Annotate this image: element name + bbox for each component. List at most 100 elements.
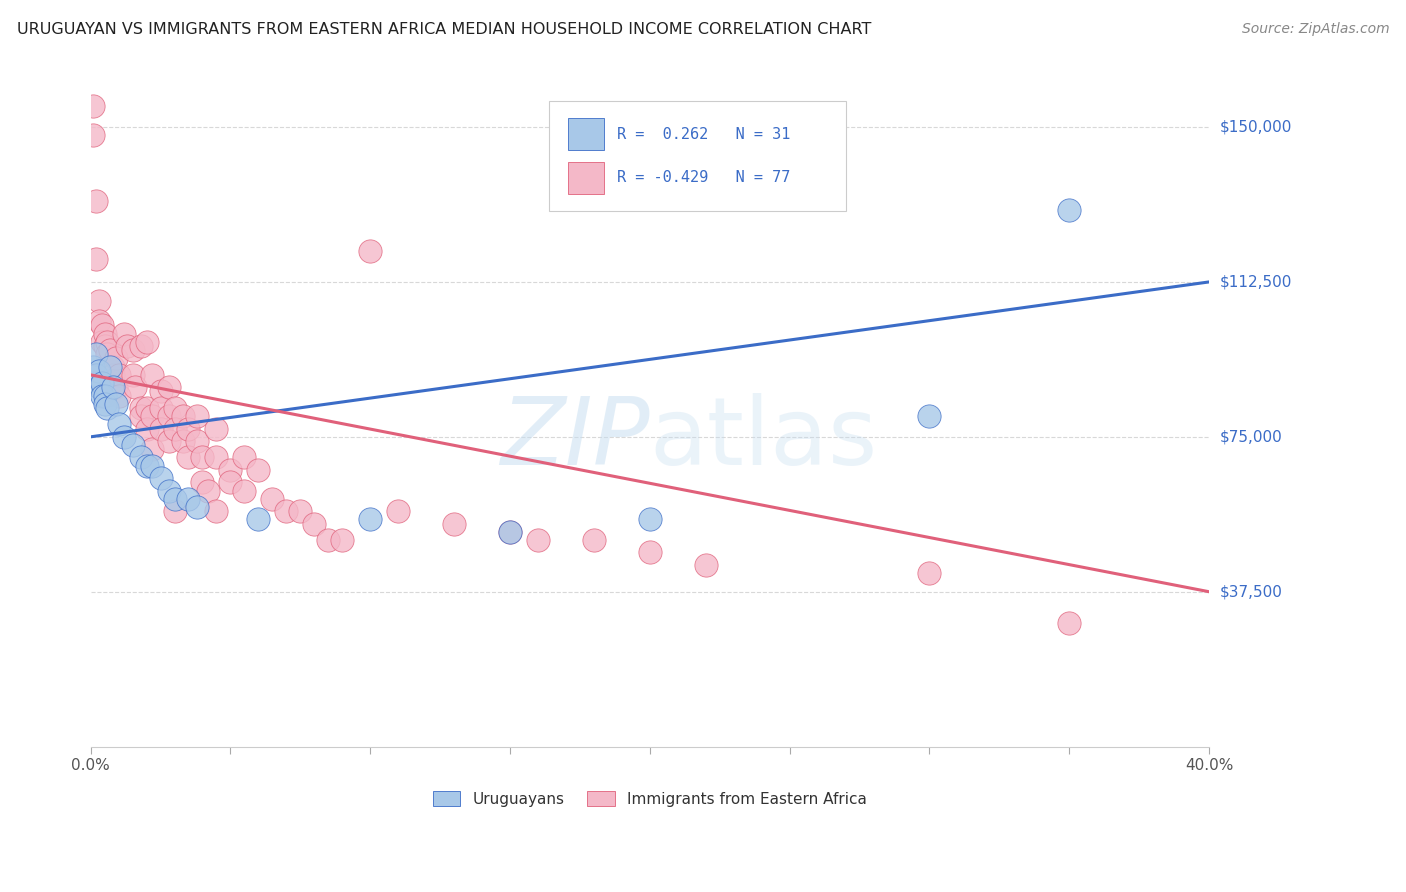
Text: R =  0.262   N = 31: R = 0.262 N = 31 [617, 127, 790, 142]
Point [219, 475, 242, 490]
Point [93, 397, 115, 411]
Point [82, 376, 104, 391]
Point [84, 194, 107, 209]
Point [141, 409, 163, 424]
Point [107, 388, 129, 402]
Point [638, 512, 661, 526]
Point [112, 430, 135, 444]
Point [141, 442, 163, 457]
FancyBboxPatch shape [568, 161, 605, 194]
Point [247, 512, 270, 526]
Point [82, 128, 104, 143]
Point [247, 463, 270, 477]
Point [149, 401, 172, 415]
Point [262, 491, 284, 506]
Point [233, 483, 256, 498]
Text: R = -0.429   N = 77: R = -0.429 N = 77 [617, 170, 790, 186]
Point [93, 326, 115, 341]
Point [135, 458, 157, 473]
Legend: Uruguayans, Immigrants from Eastern Africa: Uruguayans, Immigrants from Eastern Afri… [426, 784, 873, 813]
Point [135, 401, 157, 415]
Point [163, 491, 186, 506]
Point [112, 326, 135, 341]
Point [101, 359, 124, 374]
Point [93, 388, 115, 402]
FancyBboxPatch shape [550, 101, 845, 211]
Point [197, 483, 219, 498]
Point [387, 504, 409, 518]
Point [107, 417, 129, 432]
Point [84, 347, 107, 361]
FancyBboxPatch shape [568, 119, 605, 151]
Point [177, 450, 200, 465]
Point [163, 401, 186, 415]
Point [104, 380, 127, 394]
Point [90, 376, 112, 391]
Point [177, 421, 200, 435]
Point [121, 343, 143, 357]
Point [582, 533, 605, 547]
Point [87, 364, 110, 378]
Point [87, 293, 110, 308]
Point [104, 397, 127, 411]
Point [499, 524, 522, 539]
Text: $37,500: $37,500 [1220, 584, 1284, 599]
Point [98, 359, 121, 374]
Point [115, 339, 138, 353]
Point [172, 434, 194, 448]
Point [316, 533, 339, 547]
Point [149, 384, 172, 399]
Text: Source: ZipAtlas.com: Source: ZipAtlas.com [1241, 22, 1389, 37]
Text: URUGUAYAN VS IMMIGRANTS FROM EASTERN AFRICA MEDIAN HOUSEHOLD INCOME CORRELATION : URUGUAYAN VS IMMIGRANTS FROM EASTERN AFR… [17, 22, 872, 37]
Point [84, 368, 107, 382]
Text: atlas: atlas [650, 392, 879, 485]
Point [186, 500, 208, 514]
Point [87, 314, 110, 328]
Point [124, 380, 146, 394]
Point [638, 545, 661, 559]
Point [84, 252, 107, 267]
Point [191, 475, 214, 490]
Point [90, 318, 112, 333]
Point [90, 388, 112, 402]
Point [695, 558, 717, 572]
Point [93, 339, 115, 353]
Point [149, 471, 172, 485]
Point [233, 450, 256, 465]
Point [499, 524, 522, 539]
Point [157, 483, 180, 498]
Point [104, 351, 127, 366]
Point [157, 409, 180, 424]
Point [129, 450, 152, 465]
Point [82, 359, 104, 374]
Text: $112,500: $112,500 [1220, 275, 1292, 289]
Point [129, 409, 152, 424]
Text: $150,000: $150,000 [1220, 120, 1292, 135]
Point [96, 347, 118, 361]
Point [141, 368, 163, 382]
Point [121, 368, 143, 382]
Point [290, 504, 312, 518]
Point [918, 566, 941, 581]
Point [177, 491, 200, 506]
Point [98, 359, 121, 374]
Point [172, 409, 194, 424]
Point [304, 516, 326, 531]
Point [527, 533, 550, 547]
Point [205, 421, 228, 435]
Point [82, 99, 104, 113]
Point [359, 512, 381, 526]
Point [101, 368, 124, 382]
Point [205, 504, 228, 518]
Point [96, 401, 118, 415]
Point [98, 343, 121, 357]
Point [191, 450, 214, 465]
Point [186, 434, 208, 448]
Point [107, 368, 129, 382]
Point [1059, 202, 1081, 217]
Point [87, 380, 110, 394]
Point [330, 533, 353, 547]
Point [918, 409, 941, 424]
Point [443, 516, 465, 531]
Point [157, 380, 180, 394]
